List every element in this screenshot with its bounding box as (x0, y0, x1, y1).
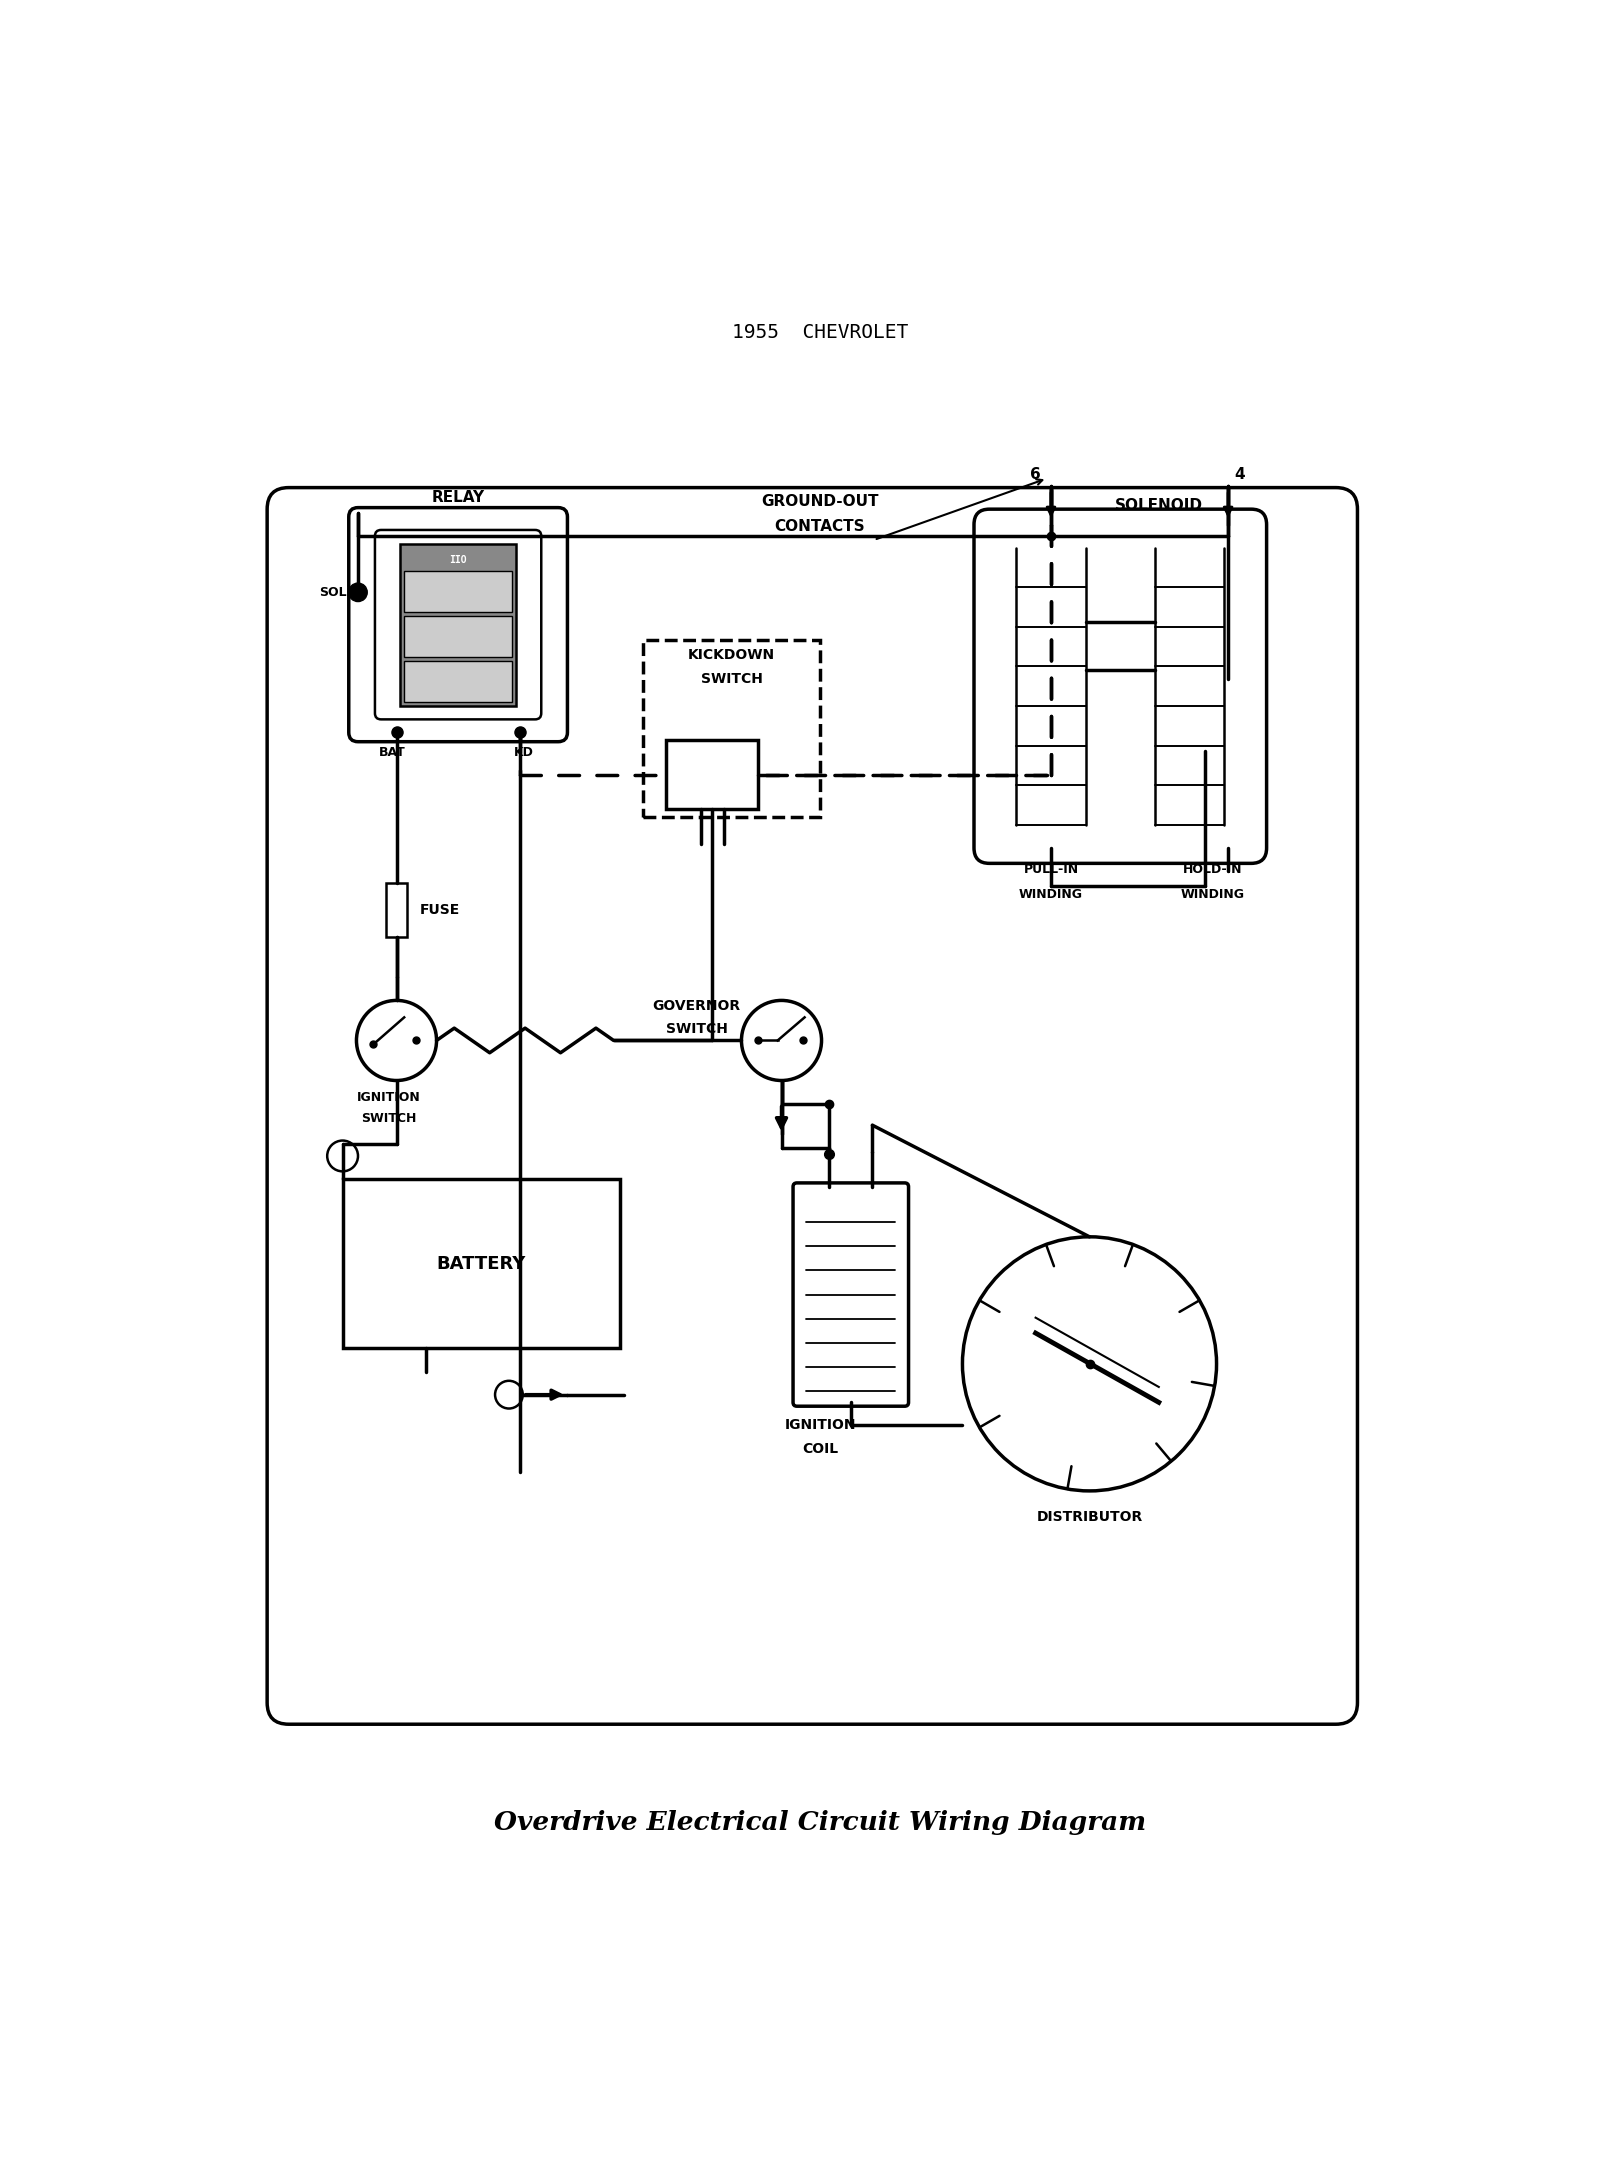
Text: DISTRIBUTOR: DISTRIBUTOR (1037, 1510, 1142, 1523)
Text: IGNITION: IGNITION (784, 1417, 856, 1433)
Text: GROUND-OUT: GROUND-OUT (762, 493, 878, 509)
Text: BATTERY: BATTERY (437, 1255, 526, 1272)
Text: KD: KD (514, 747, 533, 760)
FancyBboxPatch shape (405, 660, 512, 701)
FancyBboxPatch shape (405, 617, 512, 656)
Text: SWITCH: SWITCH (362, 1112, 416, 1125)
Text: WINDING: WINDING (1019, 887, 1083, 900)
Circle shape (349, 582, 368, 602)
Text: KICKDOWN: KICKDOWN (688, 649, 774, 662)
Text: FUSE: FUSE (419, 902, 459, 918)
Text: BAT: BAT (379, 747, 406, 760)
Text: GOVERNOR: GOVERNOR (653, 1000, 741, 1013)
Text: IGNITION: IGNITION (357, 1091, 421, 1104)
Text: SWITCH: SWITCH (701, 671, 762, 686)
FancyBboxPatch shape (400, 543, 515, 705)
Text: SOLENOID: SOLENOID (1115, 498, 1203, 513)
FancyBboxPatch shape (405, 571, 512, 612)
Text: COIL: COIL (802, 1443, 838, 1456)
Text: HOLD-IN: HOLD-IN (1182, 863, 1243, 876)
Text: PULL-IN: PULL-IN (1024, 863, 1078, 876)
Text: RELAY: RELAY (432, 491, 485, 506)
Text: 4: 4 (1234, 467, 1245, 483)
Text: SWITCH: SWITCH (666, 1021, 728, 1037)
Text: 1955  CHEVROLET: 1955 CHEVROLET (731, 322, 909, 342)
Text: SOL: SOL (318, 586, 347, 599)
Text: WINDING: WINDING (1181, 887, 1245, 900)
Text: CONTACTS: CONTACTS (774, 519, 866, 535)
Text: IIO: IIO (450, 556, 467, 565)
Text: Overdrive Electrical Circuit Wiring Diagram: Overdrive Electrical Circuit Wiring Diag… (494, 1809, 1146, 1835)
Text: 6: 6 (1030, 467, 1042, 483)
